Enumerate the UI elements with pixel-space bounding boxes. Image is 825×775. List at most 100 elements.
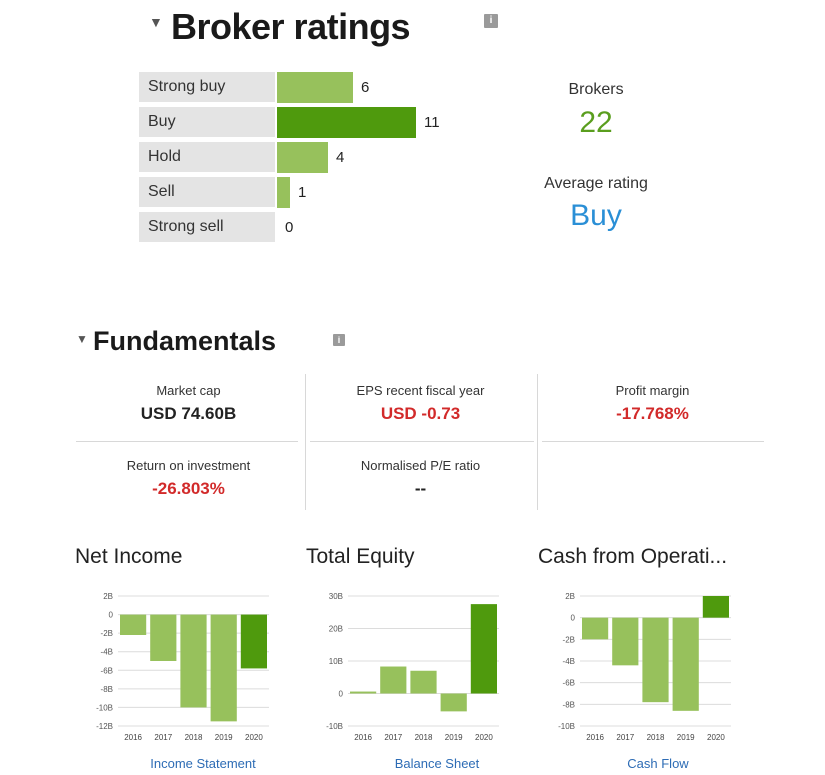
x-tick-label: 2017 (384, 733, 402, 742)
x-tick-label: 2019 (445, 733, 463, 742)
y-tick-label: -8B (563, 700, 575, 709)
profit-margin-cell: Profit margin -17.768% (540, 383, 765, 424)
average-rating-value: Buy (570, 199, 622, 232)
total-equity-chart: 30B 20B 10B 0 -10B 2016 2017 2018 2019 2020 (326, 592, 499, 742)
y-tick-label: 0 (339, 690, 344, 699)
cash-flow-chart: 2B 0 -2B -4B -6B -8B -10B 2016 2017 2018 2019 2020 (558, 592, 731, 742)
chart-title: Total Equity (306, 545, 415, 568)
y-tick-label: -12B (96, 722, 113, 731)
y-tick-label: -6B (101, 666, 113, 675)
bar[interactable] (120, 614, 147, 635)
x-tick-label: 2019 (215, 733, 233, 742)
x-tick-label: 2020 (707, 733, 725, 742)
cash-flow-link[interactable]: Cash Flow (627, 756, 689, 771)
fundamental-value: USD 74.60B (140, 404, 237, 423)
bar[interactable] (240, 614, 267, 669)
rating-count: 0 (285, 219, 294, 236)
rating-count: 6 (361, 79, 370, 96)
fundamental-value: -26.803% (152, 479, 225, 498)
x-tick-label: 2017 (154, 733, 172, 742)
rating-bar (277, 107, 416, 138)
market-cap-cell: Market cap USD 74.60B (76, 383, 301, 424)
collapse-triangle-icon[interactable]: ▼ (76, 332, 88, 346)
bar[interactable] (642, 617, 669, 703)
y-tick-label: -8B (101, 685, 113, 694)
bar[interactable] (470, 604, 497, 694)
y-tick-label: -4B (563, 657, 575, 666)
pe-ratio-cell: Normalised P/E ratio -- (308, 458, 533, 499)
broker-ratings-title: Broker ratings (171, 6, 411, 47)
x-tick-label: 2016 (586, 733, 604, 742)
rating-count: 4 (336, 149, 345, 166)
rating-count: 11 (424, 114, 440, 131)
bar[interactable] (440, 693, 467, 712)
info-icon[interactable]: i (333, 334, 345, 346)
y-tick-label: 2B (565, 592, 575, 601)
bar[interactable] (672, 617, 699, 711)
bar[interactable] (380, 666, 407, 694)
rating-label: Strong sell (139, 212, 275, 242)
x-tick-label: 2020 (475, 733, 493, 742)
bar[interactable] (410, 670, 437, 694)
x-tick-label: 2018 (185, 733, 203, 742)
fundamental-label: Normalised P/E ratio (360, 458, 481, 473)
y-tick-label: 30B (329, 592, 343, 601)
divider (537, 374, 538, 510)
net-income-chart: 2B 0 -2B -4B -6B -8B -10B -12B 2016 2017 2018 2019 2… (96, 592, 269, 742)
divider (76, 441, 298, 442)
y-tick-label: -10B (326, 722, 343, 731)
chart-title: Net Income (75, 545, 183, 568)
x-tick-label: 2018 (647, 733, 665, 742)
info-icon[interactable]: i (484, 14, 498, 28)
bar[interactable] (210, 614, 237, 722)
rating-label: Strong buy (139, 72, 275, 102)
x-tick-label: 2017 (616, 733, 634, 742)
bar[interactable] (350, 691, 377, 694)
y-tick-label: 2B (103, 592, 113, 601)
y-tick-label: -6B (563, 679, 575, 688)
collapse-triangle-icon[interactable]: ▼ (149, 14, 163, 30)
fundamental-label: Market cap (156, 383, 221, 398)
divider (305, 374, 306, 510)
x-tick-label: 2016 (354, 733, 372, 742)
fundamental-label: Profit margin (615, 383, 690, 398)
fundamental-value: USD -0.73 (380, 404, 461, 423)
chart-title: Cash from Operati... (538, 545, 728, 568)
bar[interactable] (582, 617, 609, 640)
roi-cell: Return on investment -26.803% (76, 458, 301, 499)
fundamental-value: -- (414, 479, 427, 498)
y-tick-label: -10B (558, 722, 575, 731)
balance-sheet-link[interactable]: Balance Sheet (394, 756, 480, 771)
rating-label: Sell (139, 177, 275, 207)
rating-bar (277, 177, 290, 208)
bar[interactable] (180, 614, 207, 708)
brokers-label: Brokers (568, 81, 624, 98)
bar[interactable] (612, 617, 639, 666)
y-tick-label: 0 (571, 614, 576, 623)
y-tick-label: -10B (96, 703, 113, 712)
fundamental-value: -17.768% (616, 404, 689, 423)
rating-count: 1 (298, 184, 307, 201)
rating-bar (277, 72, 353, 103)
x-tick-label: 2018 (415, 733, 433, 742)
y-tick-label: 0 (109, 611, 114, 620)
y-tick-label: 10B (329, 657, 343, 666)
fundamental-label: EPS recent fiscal year (356, 383, 485, 398)
fundamental-label: Return on investment (126, 458, 251, 473)
bar[interactable] (150, 614, 177, 661)
brokers-count: 22 (579, 106, 613, 139)
x-tick-label: 2016 (124, 733, 142, 742)
divider (542, 441, 764, 442)
income-statement-link[interactable]: Income Statement (150, 756, 256, 771)
y-tick-label: 20B (329, 625, 343, 634)
rating-bar (277, 142, 328, 173)
divider (310, 441, 534, 442)
rating-label: Hold (139, 142, 275, 172)
fundamentals-title: Fundamentals (93, 326, 277, 356)
y-tick-label: -4B (101, 648, 113, 657)
bar[interactable] (702, 596, 729, 618)
eps-cell: EPS recent fiscal year USD -0.73 (308, 383, 533, 424)
x-tick-label: 2019 (677, 733, 695, 742)
rating-label: Buy (139, 107, 275, 137)
x-tick-label: 2020 (245, 733, 263, 742)
